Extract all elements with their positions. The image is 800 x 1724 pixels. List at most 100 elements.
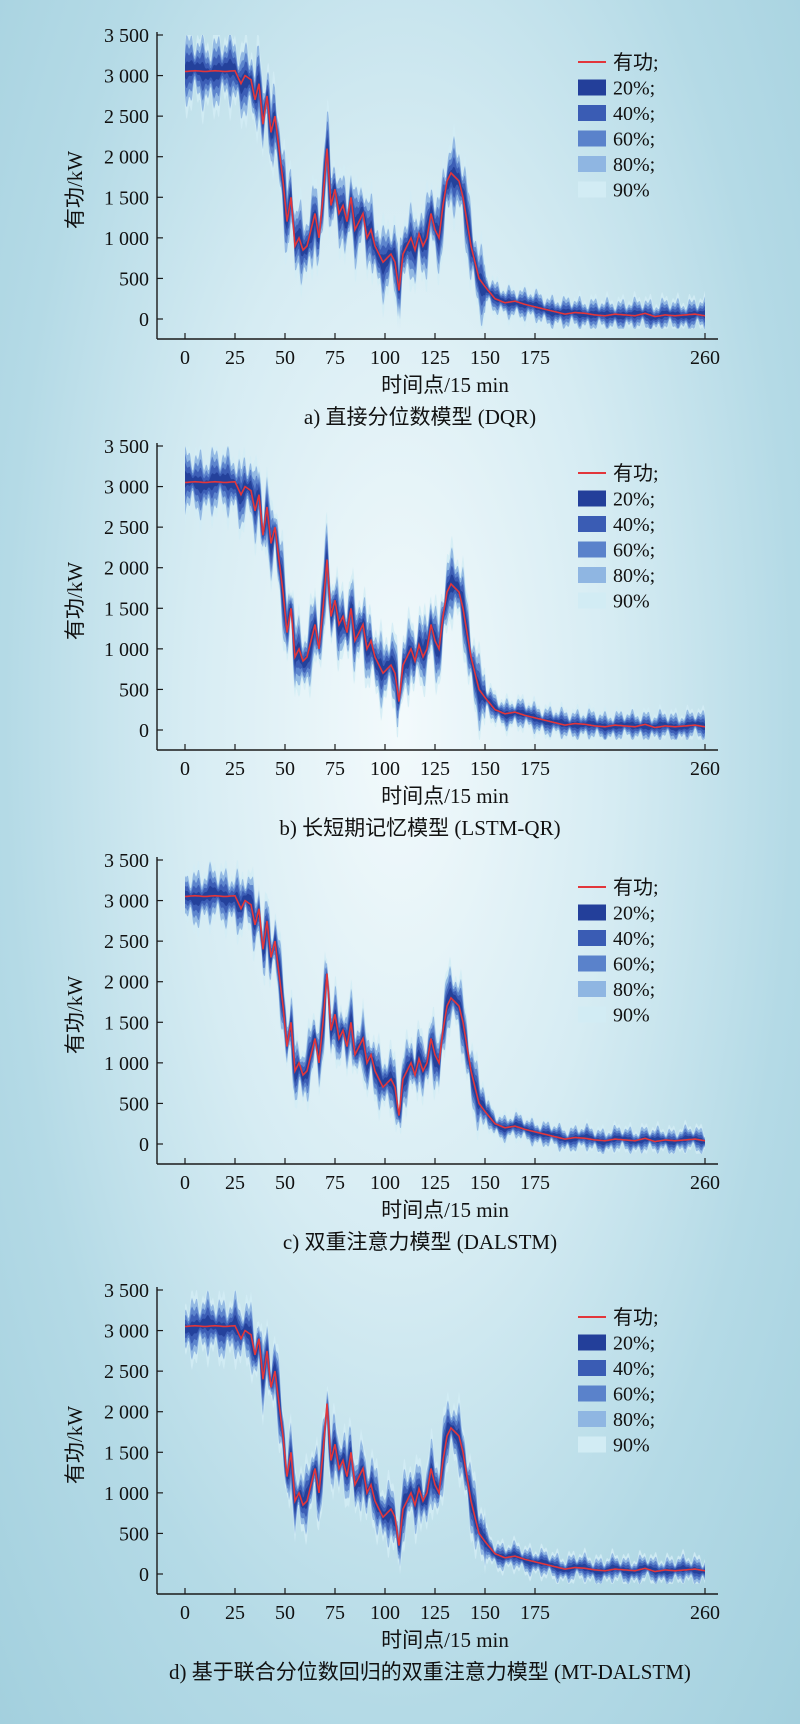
y-tick-label: 1 500 bbox=[104, 1012, 149, 1034]
x-tick-label: 125 bbox=[420, 1172, 450, 1194]
y-tick-label: 0 bbox=[139, 1134, 149, 1156]
legend-swatch-band90 bbox=[578, 1436, 606, 1453]
legend-label: 有功; bbox=[613, 462, 659, 485]
y-axis-title: 有功/kW bbox=[63, 562, 87, 640]
legend-label: 60%; bbox=[613, 540, 655, 562]
y-tick-label: 2 500 bbox=[104, 1361, 149, 1383]
y-tick-label: 500 bbox=[119, 1523, 149, 1545]
quantile-band-60% bbox=[185, 39, 705, 329]
x-tick-label: 150 bbox=[470, 758, 500, 780]
y-tick-label: 0 bbox=[139, 720, 149, 742]
x-axis-title: 时间点/15 min bbox=[381, 784, 509, 808]
legend-swatch-band60 bbox=[578, 541, 606, 558]
legend-label: 20%; bbox=[613, 903, 655, 925]
legend-swatch-band20 bbox=[578, 1334, 606, 1351]
quantile-band-40% bbox=[185, 462, 705, 736]
legend-swatch-band40 bbox=[578, 1360, 606, 1376]
x-tick-label: 150 bbox=[470, 1172, 500, 1194]
y-tick-label: 500 bbox=[119, 1093, 149, 1115]
legend-label: 40%; bbox=[613, 514, 655, 536]
x-tick-label: 75 bbox=[325, 347, 345, 369]
legend-label: 90% bbox=[613, 180, 650, 202]
x-tick-label: 25 bbox=[225, 1602, 245, 1624]
quantile-band-80% bbox=[185, 446, 705, 740]
legend-swatch-band60 bbox=[578, 1385, 606, 1402]
y-tick-label: 1 500 bbox=[104, 598, 149, 620]
x-tick-label: 50 bbox=[275, 1602, 295, 1624]
y-tick-label: 2 000 bbox=[104, 972, 149, 994]
y-tick-label: 2 000 bbox=[104, 1402, 149, 1424]
x-tick-label: 150 bbox=[470, 1602, 500, 1624]
legend-label: 60%; bbox=[613, 954, 655, 976]
legend-label: 20%; bbox=[613, 78, 655, 100]
actual-power-line bbox=[184, 69, 706, 318]
legend-swatch-band40 bbox=[578, 516, 606, 532]
x-tick-label: 125 bbox=[420, 758, 450, 780]
chart-panel-d: 0 500 1 000 1 500 2 000 2 500 3 000 3 500 0 25 50 7… bbox=[63, 1280, 720, 1684]
x-tick-label: 50 bbox=[275, 1172, 295, 1194]
panel-caption: c) 双重注意力模型 (DALSTM) bbox=[283, 1230, 557, 1254]
y-axis-title: 有功/kW bbox=[63, 151, 87, 229]
legend-label: 40%; bbox=[613, 1358, 655, 1380]
y-tick-label: 500 bbox=[119, 268, 149, 290]
y-tick-label: 2 500 bbox=[104, 106, 149, 128]
y-axis-title: 有功/kW bbox=[63, 1406, 87, 1484]
legend-swatch-band40 bbox=[578, 105, 606, 121]
legend: 有功; 20%; 40%; 60%; 80%; 90% bbox=[578, 876, 659, 1027]
legend-label: 90% bbox=[613, 1435, 650, 1457]
y-tick-label: 2 500 bbox=[104, 517, 149, 539]
y-tick-label: 3 000 bbox=[104, 1321, 149, 1343]
x-tick-label: 0 bbox=[180, 758, 190, 780]
x-tick-label: 0 bbox=[180, 1172, 190, 1194]
legend-label: 20%; bbox=[613, 1333, 655, 1355]
x-tick-label: 260 bbox=[690, 758, 720, 780]
y-tick-label: 3 500 bbox=[104, 1280, 149, 1302]
legend-label: 90% bbox=[613, 1005, 650, 1027]
y-tick-label: 0 bbox=[139, 1564, 149, 1586]
y-tick-label: 2 500 bbox=[104, 931, 149, 953]
quantile-band-60% bbox=[185, 453, 705, 740]
legend-label: 有功; bbox=[613, 876, 659, 899]
y-tick-label: 0 bbox=[139, 309, 149, 331]
actual-power-line bbox=[184, 1324, 706, 1573]
x-tick-label: 75 bbox=[325, 758, 345, 780]
legend-label: 80%; bbox=[613, 1409, 655, 1431]
x-tick-label: 100 bbox=[370, 1172, 400, 1194]
x-tick-label: 175 bbox=[520, 1172, 550, 1194]
legend-label: 60%; bbox=[613, 129, 655, 151]
legend-swatch-band40 bbox=[578, 930, 606, 946]
x-tick-label: 100 bbox=[370, 758, 400, 780]
legend-label: 80%; bbox=[613, 154, 655, 176]
legend-label: 20%; bbox=[613, 489, 655, 511]
x-tick-label: 0 bbox=[180, 347, 190, 369]
panel-caption: d) 基于联合分位数回归的双重注意力模型 (MT-DALSTM) bbox=[169, 1660, 691, 1684]
legend-label: 80%; bbox=[613, 979, 655, 1001]
x-axis-title: 时间点/15 min bbox=[381, 1198, 509, 1222]
chart-panel-b: 0 500 1 000 1 500 2 000 2 500 3 000 3 500 0 25 50 7… bbox=[63, 436, 720, 840]
x-tick-label: 75 bbox=[325, 1602, 345, 1624]
chart-panel-c: 0 500 1 000 1 500 2 000 2 500 3 000 3 500 0 25 50 7… bbox=[63, 850, 720, 1254]
legend-label: 90% bbox=[613, 591, 650, 613]
x-tick-label: 100 bbox=[370, 1602, 400, 1624]
legend-label: 60%; bbox=[613, 1384, 655, 1406]
panel-caption: a) 直接分位数模型 (DQR) bbox=[304, 405, 536, 429]
x-tick-label: 25 bbox=[225, 1172, 245, 1194]
legend-swatch-band20 bbox=[578, 79, 606, 96]
x-axis-title: 时间点/15 min bbox=[381, 373, 509, 397]
legend: 有功; 20%; 40%; 60%; 80%; 90% bbox=[578, 462, 659, 613]
x-tick-label: 50 bbox=[275, 758, 295, 780]
y-tick-label: 1 000 bbox=[104, 1053, 149, 1075]
x-tick-label: 260 bbox=[690, 1172, 720, 1194]
x-tick-label: 260 bbox=[690, 347, 720, 369]
x-tick-label: 175 bbox=[520, 758, 550, 780]
legend: 有功; 20%; 40%; 60%; 80%; 90% bbox=[578, 51, 659, 202]
legend-label: 40%; bbox=[613, 103, 655, 125]
legend-label: 有功; bbox=[613, 51, 659, 74]
legend-swatch-band80 bbox=[578, 981, 606, 997]
legend-swatch-band90 bbox=[578, 181, 606, 198]
y-tick-label: 2 000 bbox=[104, 558, 149, 580]
x-tick-label: 175 bbox=[520, 347, 550, 369]
legend-label: 40%; bbox=[613, 928, 655, 950]
panel-caption: b) 长短期记忆模型 (LSTM-QR) bbox=[279, 816, 560, 840]
chart-panel-a: 0 500 1 000 1 500 2 000 2 500 3 000 3 500 0 25 50 7… bbox=[63, 25, 720, 429]
